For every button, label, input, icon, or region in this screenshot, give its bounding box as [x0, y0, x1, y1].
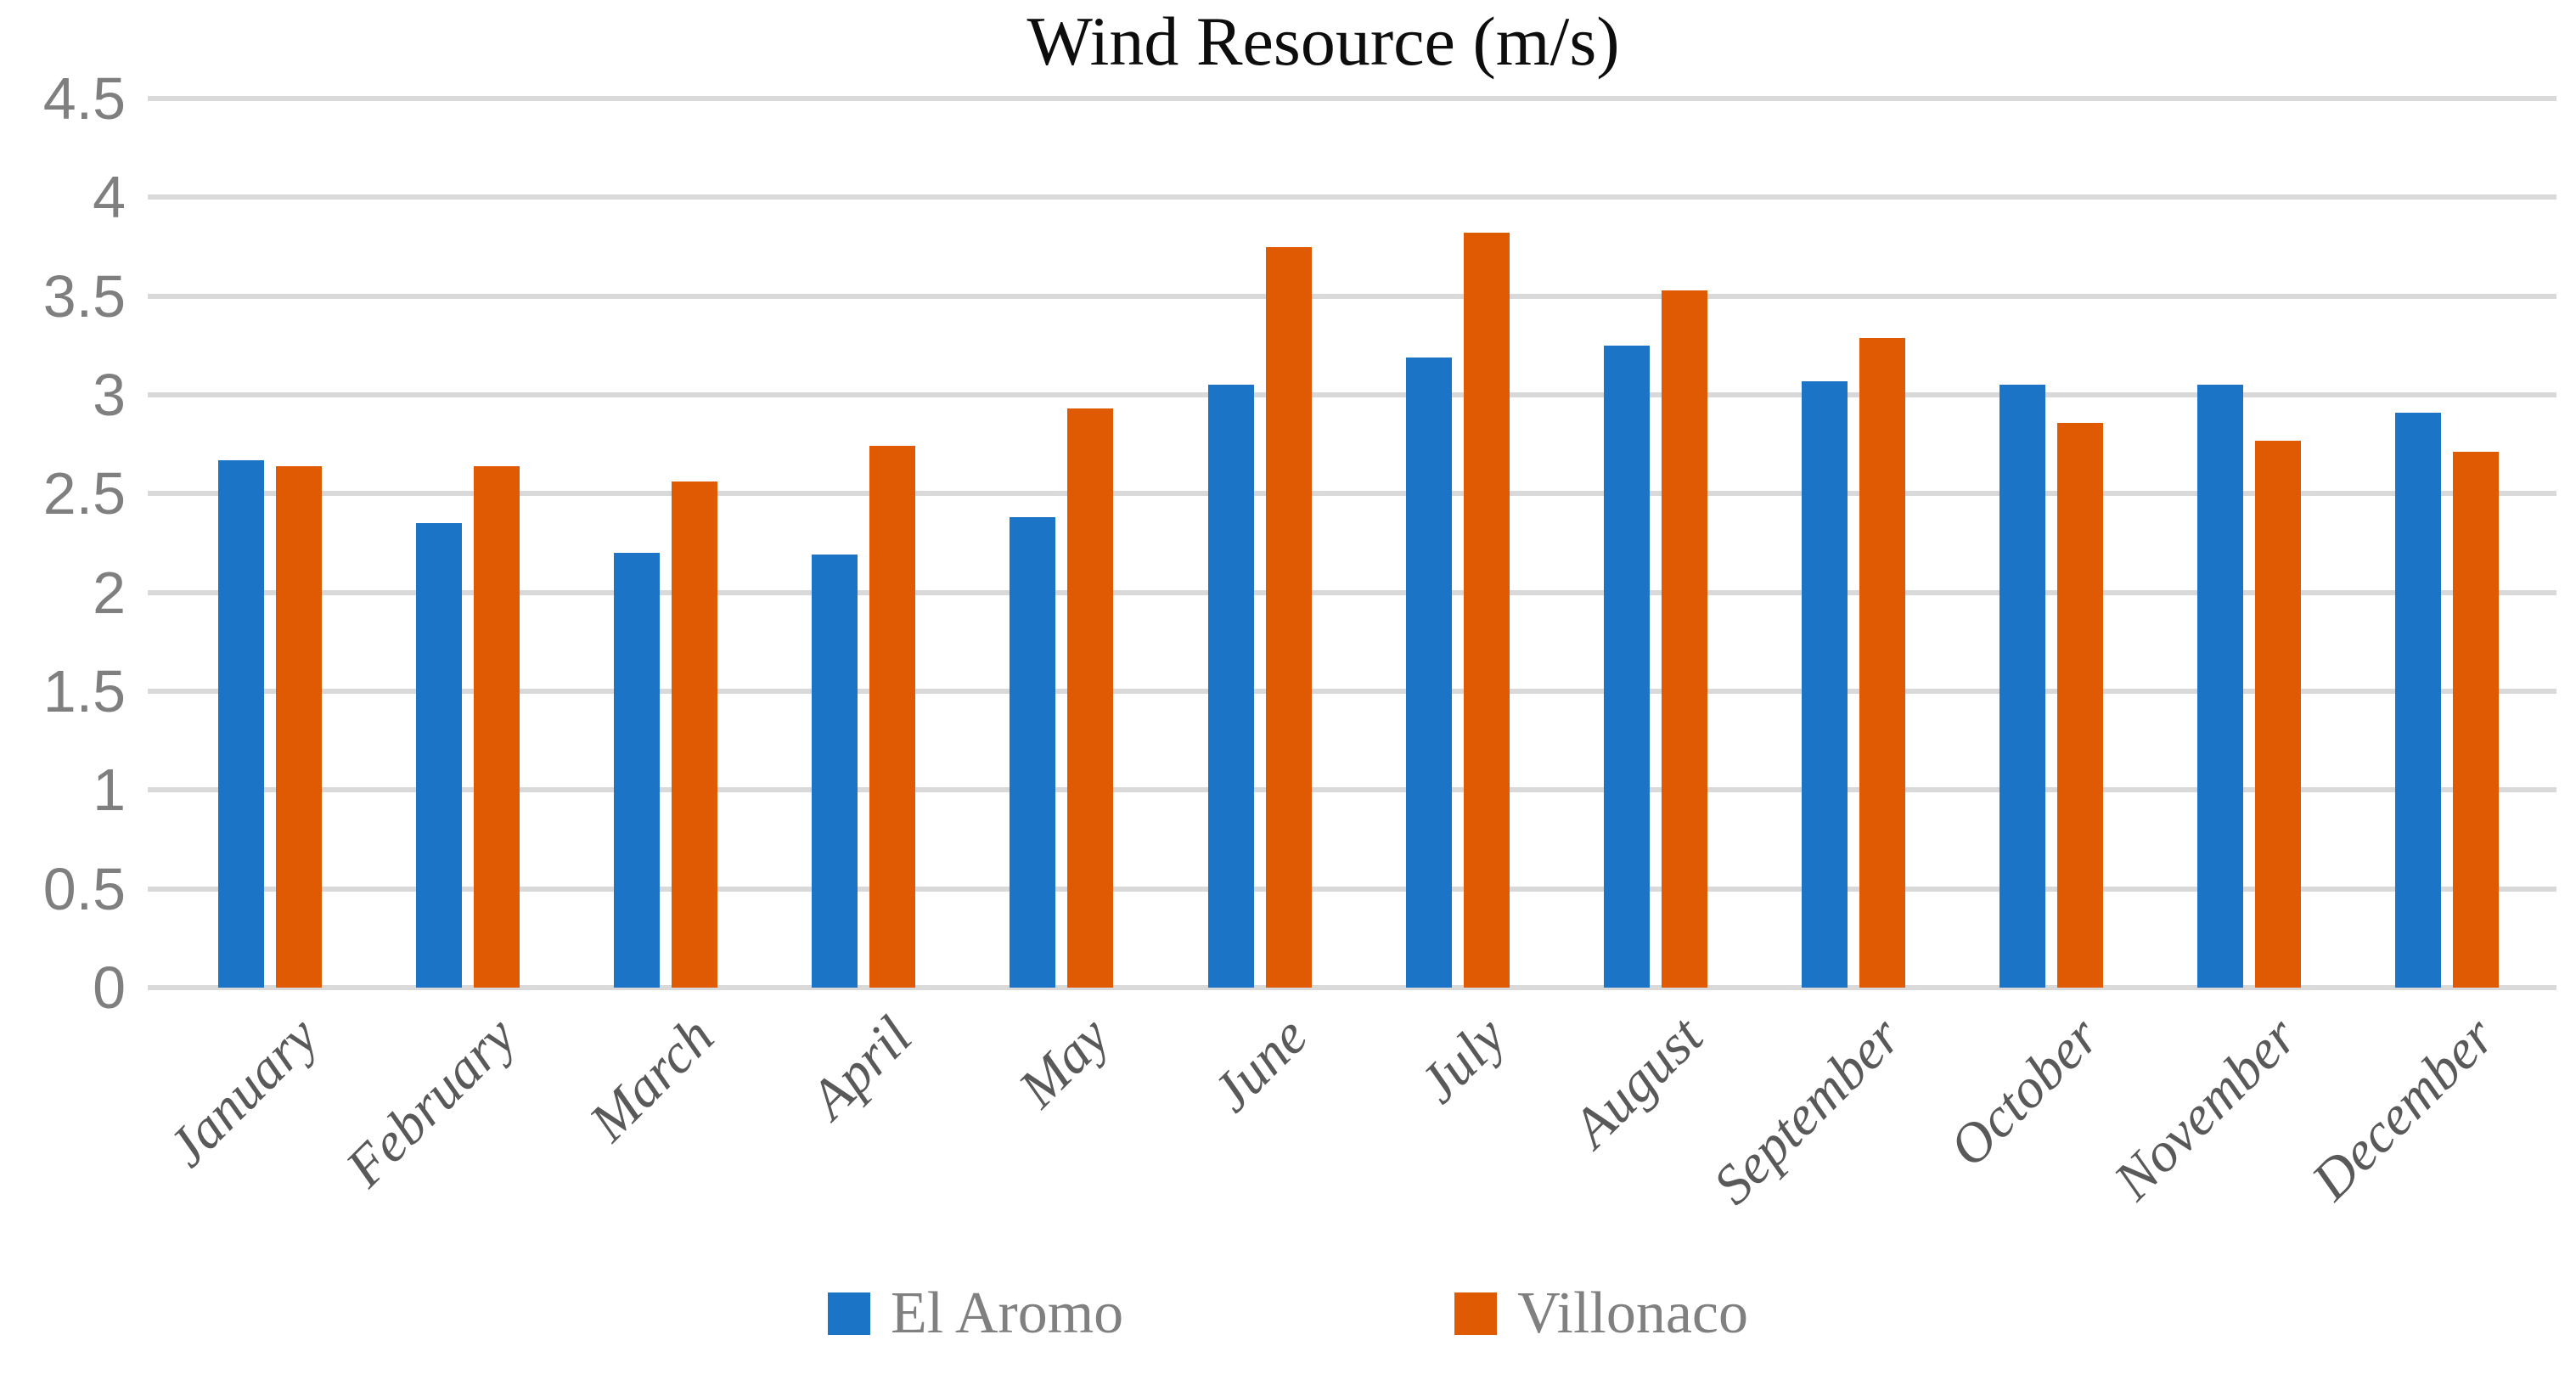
bar-villonaco-august [1661, 290, 1707, 988]
y-axis-tick-3-5: 3.5 [42, 262, 126, 329]
bar-el-aromo-february [416, 523, 463, 988]
y-axis-tick-1-5: 1.5 [42, 658, 126, 724]
x-axis-label-october: October [1937, 1005, 2112, 1180]
x-axis-label-february: February [334, 1005, 528, 1199]
gridline-3-5 [148, 293, 2556, 299]
x-axis-label-may: May [1007, 1005, 1122, 1120]
gridline-1-5 [148, 689, 2556, 694]
y-axis-tick-2-5: 2.5 [42, 460, 126, 527]
legend-item-el-aromo: El Aromo [828, 1284, 1123, 1343]
bar-villonaco-october [2056, 422, 2103, 988]
legend-label-villonaco: Villonaco [1517, 1281, 1748, 1346]
bar-villonaco-july [1463, 233, 1510, 988]
bar-el-aromo-december [2395, 412, 2442, 988]
bar-el-aromo-november [2197, 385, 2243, 988]
bar-villonaco-may [1067, 408, 1114, 988]
y-axis-tick-0-5: 0.5 [42, 855, 126, 922]
gridline-3 [148, 392, 2556, 397]
gridline-2-5 [148, 491, 2556, 497]
legend-item-villonaco: Villonaco [1454, 1284, 1748, 1343]
bar-villonaco-march [672, 481, 718, 988]
el-aromo-swatch-icon [828, 1292, 870, 1335]
y-axis-tick-3: 3 [93, 362, 126, 428]
villonaco-swatch-icon [1454, 1292, 1498, 1335]
x-axis-label-june: June [1200, 1005, 1319, 1124]
bar-villonaco-september [1859, 337, 1905, 988]
x-axis-label-march: March [577, 1005, 726, 1153]
gridline-4 [148, 194, 2556, 200]
bar-el-aromo-april [812, 555, 858, 988]
bar-el-aromo-september [1801, 380, 1848, 988]
y-axis-tick-1: 1 [93, 757, 126, 824]
bar-el-aromo-march [614, 553, 661, 988]
x-axis-label-december: December [2299, 1005, 2507, 1212]
bar-villonaco-june [1265, 246, 1312, 988]
gridline-1 [148, 787, 2556, 793]
bar-el-aromo-january [218, 459, 264, 988]
gridline-2 [148, 589, 2556, 595]
gridline-0 [148, 985, 2556, 990]
gridline-4-5 [148, 96, 2556, 101]
x-axis-label-november: November [2101, 1005, 2309, 1213]
chart-title: Wind Resource (m/s) [1026, 3, 1620, 80]
bar-el-aromo-august [1603, 345, 1650, 988]
bar-el-aromo-may [1010, 517, 1056, 988]
y-axis-tick-0: 0 [93, 954, 126, 1021]
legend: El Aromo Villonaco [0, 1284, 2576, 1343]
bar-villonaco-november [2255, 440, 2301, 988]
bar-villonaco-february [474, 465, 520, 988]
bar-el-aromo-june [1207, 385, 1254, 988]
y-axis-tick-4-5: 4.5 [42, 65, 126, 132]
x-axis-label-april: April [797, 1005, 924, 1131]
y-axis-tick-4: 4 [93, 164, 126, 231]
legend-label-el-aromo: El Aromo [891, 1281, 1124, 1346]
x-axis-label-january: January [155, 1005, 330, 1180]
x-axis-label-july: July [1407, 1005, 1517, 1115]
bar-villonaco-january [276, 465, 322, 988]
bar-villonaco-december [2453, 452, 2500, 988]
bar-el-aromo-july [1405, 357, 1452, 988]
y-axis-tick-2: 2 [93, 559, 126, 626]
x-axis-label-september: September [1701, 1005, 1914, 1217]
bar-villonaco-april [869, 446, 916, 988]
x-axis-label-august: August [1561, 1005, 1715, 1159]
gridline-0-5 [148, 886, 2556, 892]
bar-el-aromo-october [1999, 385, 2045, 988]
